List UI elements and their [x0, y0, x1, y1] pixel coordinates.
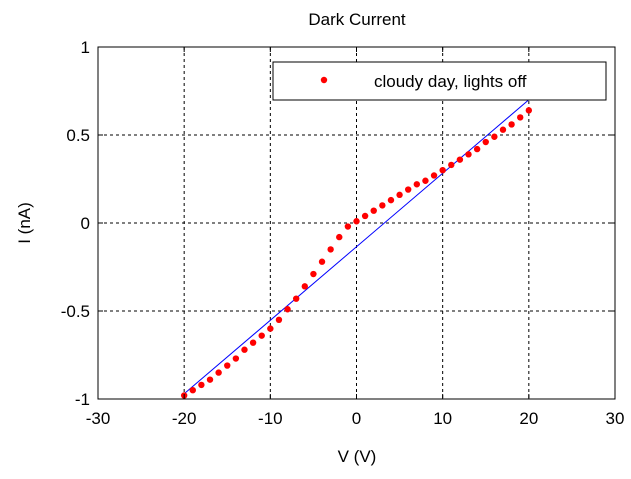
data-point: [379, 202, 386, 209]
x-tick-label: -10: [258, 409, 283, 428]
data-point: [517, 114, 524, 121]
data-point: [310, 270, 317, 278]
data-point: [215, 369, 222, 376]
x-tick-label: 30: [606, 409, 625, 428]
data-point: [525, 107, 533, 114]
data-point: [413, 181, 421, 188]
data-point: [301, 283, 308, 290]
data-point: [327, 246, 334, 253]
data-point: [422, 177, 429, 184]
data-point: [292, 295, 300, 302]
data-point: [387, 196, 395, 204]
data-point: [189, 387, 196, 394]
data-point: [318, 258, 326, 265]
x-axis-label: V (V): [338, 447, 377, 466]
y-tick-label: -0.5: [61, 302, 90, 321]
y-tick-label: 1: [81, 38, 90, 57]
tick-layer: -30 -20 -10 0 10 20 30 1 0.5 0 -0.5 -1: [61, 38, 625, 428]
legend-label: cloudy day, lights off: [374, 72, 527, 91]
y-axis-label: I (nA): [15, 202, 34, 244]
y-tick-label: -1: [75, 390, 90, 409]
data-point: [405, 186, 412, 193]
data-point: [267, 325, 274, 332]
data-point: [430, 172, 438, 179]
data-point: [439, 167, 446, 174]
data-point: [448, 161, 455, 169]
data-point: [275, 316, 283, 323]
data-point: [284, 306, 291, 313]
data-point: [336, 233, 343, 241]
x-tick-label: 10: [433, 409, 452, 428]
data-points-layer: [180, 107, 533, 399]
data-point: [456, 156, 464, 163]
legend-marker: [320, 76, 328, 84]
y-tick-label: 0.5: [66, 126, 90, 145]
legend-box: [272, 61, 607, 101]
data-point: [491, 133, 498, 140]
data-point: [396, 191, 403, 199]
fit-line-layer: [183, 99, 530, 395]
fit-line: [183, 99, 530, 395]
data-point: [241, 346, 248, 353]
y-tick-label: 0: [81, 214, 90, 233]
data-point: [508, 121, 515, 128]
data-point: [353, 218, 360, 225]
data-point: [198, 381, 205, 389]
data-point: [361, 212, 369, 220]
data-point: [499, 126, 507, 133]
data-point: [224, 362, 231, 369]
data-point: [344, 223, 352, 230]
data-point: [482, 138, 489, 146]
x-tick-label: -30: [86, 409, 111, 428]
data-point: [473, 145, 481, 153]
x-tick-label: -20: [172, 409, 197, 428]
data-point: [206, 376, 214, 383]
data-point: [249, 339, 257, 346]
x-tick-label: 0: [352, 409, 361, 428]
data-point: [258, 332, 265, 339]
data-point: [465, 151, 472, 158]
legend: cloudy day, lights off: [272, 61, 607, 101]
x-tick-label: 20: [519, 409, 538, 428]
chart-title: Dark Current: [308, 10, 406, 29]
data-point: [232, 355, 240, 362]
data-point: [370, 207, 377, 214]
